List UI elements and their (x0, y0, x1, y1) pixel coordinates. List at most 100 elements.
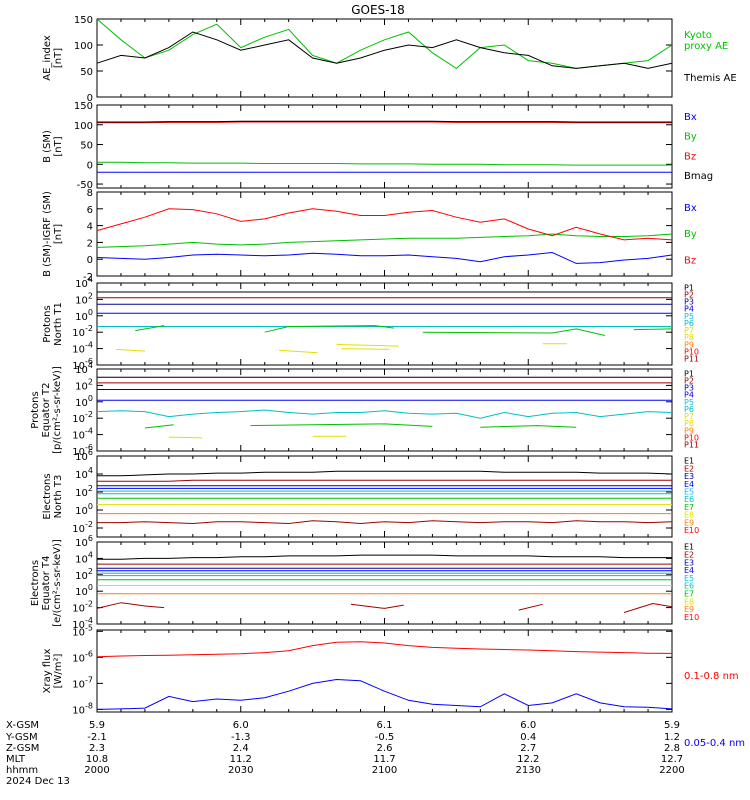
y-axis-label: [nT] (53, 48, 64, 68)
legend-item: P8 (684, 333, 694, 342)
legend-item: E6 (684, 495, 694, 504)
legend-item: By (684, 229, 697, 240)
row-value: 12.2 (517, 754, 539, 765)
legend-item: Bz (684, 151, 696, 162)
y-tick-label: 10-2 (72, 410, 93, 425)
y-tick-label: 102 (75, 484, 93, 499)
panel-frame (96, 282, 673, 366)
legend-item: P11 (684, 355, 699, 364)
row-label-y-gsm: Y-GSM (5, 732, 38, 743)
y-axis-label: Electrons (42, 473, 53, 519)
legend-item: P5 (684, 398, 694, 407)
series-fragment (250, 423, 433, 427)
series-0-1-0-8-nm (96, 641, 673, 658)
panel-xray: 10-8 10-7 10-6 10-5 Xray flux [W/m²] 0.1-0.8 n… (42, 623, 745, 749)
row-value: 2.4 (233, 743, 249, 754)
y-tick-label: 10-4 (72, 616, 93, 631)
legend-item: E1 (684, 543, 694, 552)
date-label: 2024 Dec 13 (6, 776, 70, 787)
series-0-05-0-4-nm (96, 678, 673, 710)
row-value: 6.1 (377, 720, 393, 731)
legend-item: E4 (684, 480, 694, 489)
y-axis-label: AE_index (42, 35, 53, 81)
panel-frame (96, 368, 673, 452)
row-value: 2.8 (664, 743, 680, 754)
y-axis-label: Equator T2 (41, 383, 52, 438)
y-tick-label: 10-6 (72, 357, 93, 372)
series-bz (96, 208, 673, 241)
legend-item: P10 (684, 347, 699, 356)
row-label-x-gsm: X-GSM (6, 720, 39, 731)
row-value: 2100 (372, 765, 397, 776)
series-e2 (97, 479, 672, 482)
y-axis-label: [W/m²] (53, 653, 64, 688)
legend-item: P6 (684, 405, 694, 414)
series-e1 (97, 470, 673, 477)
row-value: 6.0 (233, 720, 249, 731)
series-bmag (97, 120, 672, 123)
legend-item: By (684, 132, 697, 143)
y-tick-label: 102 (75, 567, 93, 582)
series-fragment (422, 328, 606, 336)
y-tick-label: 10-7 (72, 675, 93, 690)
legend-item: E5 (684, 487, 694, 496)
y-tick-label: 8 (87, 188, 93, 199)
y-tick-label: 4 (87, 222, 93, 233)
series-by (96, 233, 673, 248)
y-axis-label: Electrons (30, 560, 41, 606)
legend-item: P11 (684, 441, 699, 450)
row-value: 10.8 (86, 754, 108, 765)
legend-item: proxy AE (684, 41, 728, 52)
series-fragment (350, 603, 404, 609)
y-tick-label: 150 (74, 101, 93, 112)
y-tick-label: 2 (87, 238, 93, 249)
legend-item: E3 (684, 472, 694, 481)
y-tick-label: 50 (80, 141, 93, 152)
panel-b_sm: -50 0 50 100 150 B (SM) [nT] Bx By Bz Bmag (42, 101, 713, 191)
legend-item: 0.1-0.8 nm (684, 671, 739, 682)
series-fragment (264, 325, 395, 333)
series-fragment (336, 344, 399, 347)
panel-frame (96, 541, 673, 625)
y-tick-label: 6 (87, 205, 93, 216)
y-tick-label: 106 (75, 534, 93, 549)
y-tick-label: 10-4 (72, 341, 93, 356)
legend-item: P7 (684, 326, 694, 335)
y-tick-label: 150 (74, 15, 93, 26)
row-label-mlt: MLT (6, 754, 26, 765)
legend-item: E7 (684, 590, 694, 599)
row-value: 0.4 (520, 732, 536, 743)
row-value: 5.9 (664, 720, 680, 731)
y-axis-label: Equator T4 (41, 556, 52, 611)
y-tick-label: 10-2 (72, 324, 93, 339)
legend-item: E10 (684, 526, 699, 535)
row-value: 11.2 (230, 754, 252, 765)
legend-item: P4 (684, 305, 694, 314)
row-label-z-gsm: Z-GSM (6, 743, 39, 754)
y-tick-label: 10-8 (72, 701, 93, 716)
y-tick-label: 0 (87, 255, 93, 266)
legend-item: E9 (684, 605, 694, 614)
series-fragment (144, 424, 174, 429)
legend-item: Bx (684, 112, 697, 123)
series-fragment (135, 325, 165, 332)
y-tick-label: 104 (75, 361, 93, 376)
row-value: 2.3 (89, 743, 105, 754)
y-tick-label: 10-4 (72, 427, 93, 442)
y-tick-label: 100 (75, 583, 93, 598)
y-tick-label: 100 (74, 121, 93, 132)
legend-item: P4 (684, 391, 694, 400)
legend-item: P2 (684, 376, 694, 385)
legend-item: P9 (684, 426, 694, 435)
y-axis-label: [nT] (53, 224, 64, 244)
y-axis-label: North T3 (53, 475, 64, 519)
y-tick-label: 104 (75, 275, 93, 290)
series-e10 (97, 520, 673, 525)
y-tick-label: 100 (75, 502, 93, 517)
y-tick-label: 104 (75, 466, 93, 481)
y-tick-label: 100 (74, 41, 93, 52)
